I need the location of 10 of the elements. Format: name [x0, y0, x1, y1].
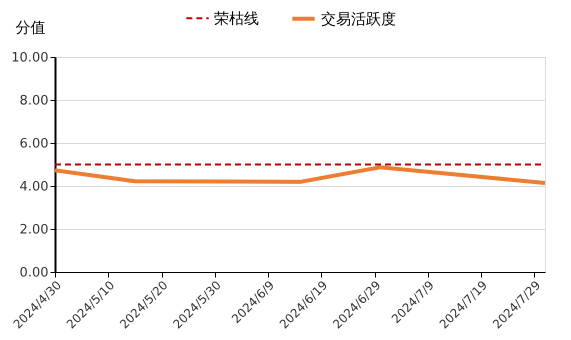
y-tick-label: 2.00	[20, 222, 48, 238]
y-tick-label: 8.00	[20, 94, 48, 108]
line-series	[53, 165, 547, 185]
legend-label: 交易活跃度	[321, 10, 396, 28]
y-axis-title: 分值	[16, 18, 46, 36]
y-tick-label: 0.00	[20, 266, 48, 280]
y-tick-label: 6.00	[20, 136, 48, 152]
y-tick-label: 10.00	[11, 50, 48, 66]
y-tick-label: 4.00	[20, 180, 48, 194]
legend-label: 荣枯线	[214, 9, 259, 28]
